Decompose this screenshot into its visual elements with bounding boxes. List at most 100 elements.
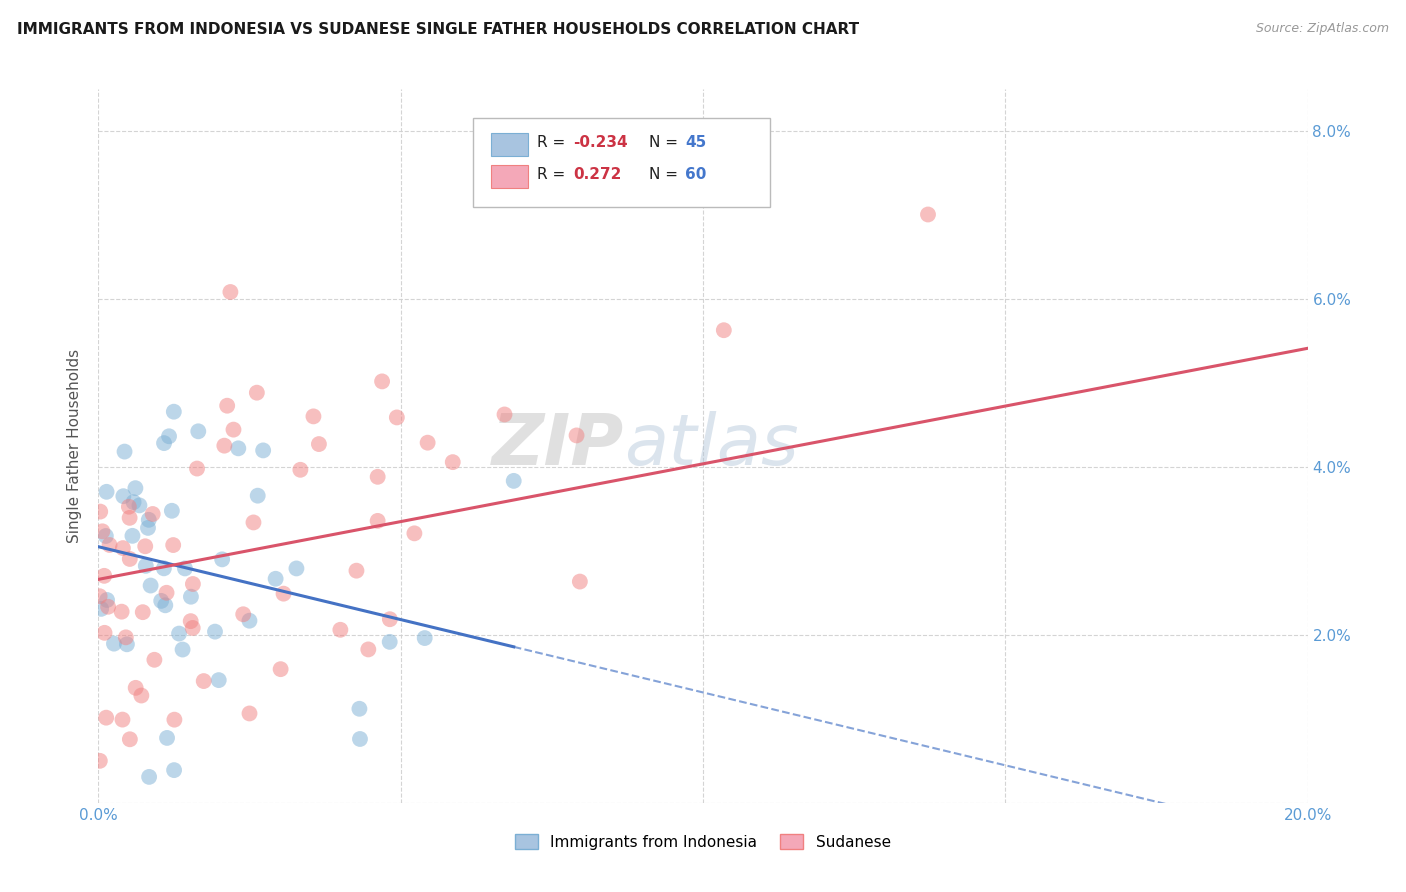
FancyBboxPatch shape [474, 118, 769, 207]
Point [96, 593, 118, 607]
Point [270, 662, 292, 676]
Point [568, 574, 591, 589]
Point [226, 442, 249, 456]
Point [246, 489, 269, 503]
Point [246, 385, 269, 400]
Point [302, 409, 325, 424]
Point [135, 558, 157, 573]
Point [713, 323, 735, 337]
Point [285, 561, 308, 575]
Point [89, 505, 111, 519]
Point [187, 425, 209, 439]
Point [371, 375, 394, 389]
Point [121, 529, 143, 543]
Point [204, 624, 226, 639]
Point [150, 594, 173, 608]
Point [329, 623, 352, 637]
Text: R =: R = [537, 136, 571, 150]
Bar [492, 165, 527, 187]
Point [93, 569, 115, 583]
Point [214, 439, 236, 453]
Legend: Immigrants from Indonesia, Sudanese: Immigrants from Indonesia, Sudanese [509, 828, 897, 855]
Point [174, 561, 197, 575]
Point [160, 504, 183, 518]
Point [128, 499, 150, 513]
Point [404, 526, 426, 541]
Point [346, 564, 368, 578]
Point [153, 561, 176, 575]
Point [180, 614, 202, 628]
Point [416, 435, 439, 450]
Point [273, 587, 295, 601]
Point [118, 732, 141, 747]
Point [103, 637, 125, 651]
Text: Source: ZipAtlas.com: Source: ZipAtlas.com [1256, 22, 1389, 36]
Point [138, 770, 160, 784]
Point [385, 410, 408, 425]
Point [118, 500, 141, 514]
Point [98, 538, 121, 552]
Point [111, 713, 134, 727]
Point [378, 612, 401, 626]
Text: IMMIGRANTS FROM INDONESIA VS SUDANESE SINGLE FATHER HOUSEHOLDS CORRELATION CHART: IMMIGRANTS FROM INDONESIA VS SUDANESE SI… [17, 22, 859, 37]
Point [367, 470, 389, 484]
Point [93, 625, 115, 640]
Point [96, 484, 118, 499]
Point [118, 511, 141, 525]
Point [242, 516, 264, 530]
Point [167, 626, 190, 640]
Point [153, 436, 176, 450]
Point [349, 702, 371, 716]
Point [114, 631, 136, 645]
Point [180, 590, 202, 604]
Point [494, 408, 516, 422]
Point [118, 552, 141, 566]
Point [181, 577, 204, 591]
Point [217, 399, 239, 413]
Point [349, 731, 371, 746]
Point [122, 495, 145, 509]
Point [142, 507, 165, 521]
Point [181, 621, 204, 635]
Point [222, 423, 245, 437]
Point [89, 589, 111, 603]
Text: 60: 60 [685, 168, 706, 182]
Point [90, 602, 112, 616]
Point [131, 689, 153, 703]
Point [139, 578, 162, 592]
Point [162, 538, 184, 552]
Point [502, 474, 524, 488]
Point [134, 539, 156, 553]
Point [252, 443, 274, 458]
Point [96, 711, 118, 725]
Point [157, 429, 180, 443]
Text: 45: 45 [685, 136, 706, 150]
Point [208, 673, 231, 687]
Point [264, 572, 287, 586]
Point [193, 674, 215, 689]
Point [163, 713, 186, 727]
Point [565, 428, 588, 442]
Point [138, 513, 160, 527]
Point [308, 437, 330, 451]
Point [172, 642, 194, 657]
Point [136, 521, 159, 535]
Point [155, 586, 177, 600]
Point [94, 529, 117, 543]
Point [97, 599, 120, 614]
Text: -0.234: -0.234 [574, 136, 628, 150]
Point [290, 463, 312, 477]
Point [211, 552, 233, 566]
Point [917, 207, 939, 221]
Text: N =: N = [648, 168, 682, 182]
Point [132, 605, 155, 619]
Point [155, 599, 177, 613]
Point [163, 405, 186, 419]
Text: 0.272: 0.272 [574, 168, 621, 182]
Point [111, 605, 134, 619]
Point [124, 481, 146, 495]
Text: R =: R = [537, 168, 575, 182]
Point [441, 455, 464, 469]
Point [232, 607, 254, 622]
Y-axis label: Single Father Households: Single Father Households [67, 349, 83, 543]
